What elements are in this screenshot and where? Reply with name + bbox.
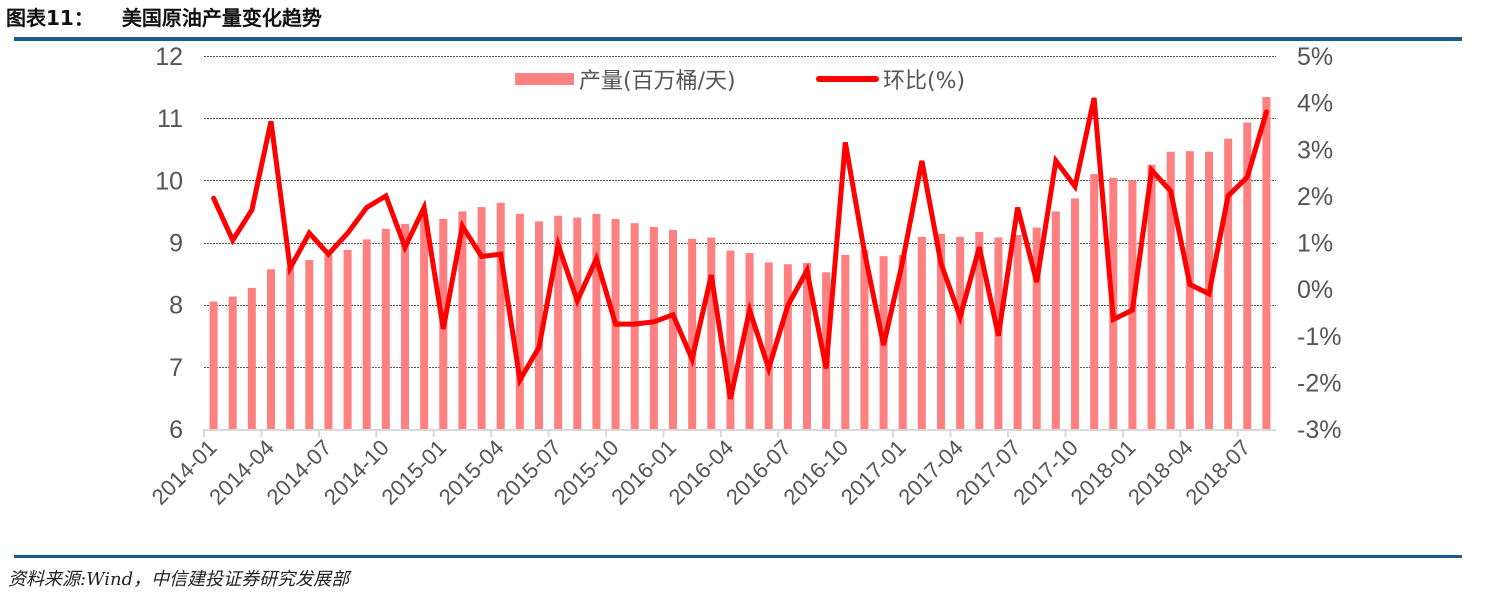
bar-2015-05: [515, 213, 524, 429]
bar-2014-03: [247, 287, 256, 429]
right-tick-label: -2%: [1297, 369, 1341, 397]
bar-2015-08: [573, 217, 582, 429]
bar-2015-09: [592, 213, 601, 429]
bar-2017-08: [1032, 227, 1041, 429]
bar-2016-10: [841, 254, 850, 429]
right-tick-label: 3%: [1297, 136, 1333, 164]
bar-2017-03: [937, 233, 945, 429]
legend-bar-label: 产量(百万桶/天): [579, 69, 736, 94]
left-tick-label: 7: [169, 354, 183, 382]
bar-2018-03: [1166, 151, 1175, 429]
right-tick-label: 4%: [1297, 90, 1333, 118]
bar-2018-08: [1262, 97, 1271, 429]
left-tick-label: 8: [169, 292, 183, 320]
legend: 产量(百万桶/天) 环比(%): [515, 69, 965, 94]
left-tick-label: 9: [169, 230, 183, 258]
bar-2017-10: [1071, 198, 1079, 429]
bar-2014-12: [420, 214, 429, 429]
bar-2018-07: [1243, 122, 1252, 429]
bar-2014-07: [324, 254, 333, 429]
right-tick-label: 1%: [1297, 230, 1333, 258]
bar-2017-07: [1013, 235, 1022, 429]
bar-2014-08: [343, 249, 352, 429]
bar-2014-04: [267, 269, 275, 429]
right-y-axis: 5% 4% 3% 2% 1% 0% -1% -2% -3%: [1297, 43, 1341, 444]
bar-2016-01: [669, 230, 677, 429]
bar-2014-10: [381, 228, 390, 429]
right-tick-label: -3%: [1297, 416, 1341, 444]
bar-2018-02: [1147, 164, 1156, 429]
bar-2016-08: [803, 263, 811, 429]
bar-2018-06: [1224, 138, 1233, 429]
bar-2018-04: [1185, 151, 1194, 430]
left-tick-label: 10: [155, 167, 183, 195]
bar-2015-07: [554, 215, 563, 429]
left-tick-label: 6: [169, 416, 183, 444]
top-divider: [14, 37, 1462, 41]
legend-line-label: 环比(%): [883, 69, 965, 94]
bar-2017-05: [975, 231, 984, 429]
bar-2014-01: [209, 301, 218, 429]
figure-title-text: 美国原油产量变化趋势: [121, 6, 322, 30]
bar-2016-05: [745, 253, 754, 429]
bar-2015-03: [477, 207, 486, 429]
bar-2017-04: [956, 236, 965, 429]
bar-2015-06: [535, 221, 543, 429]
figure-number: 图表11：: [6, 6, 94, 30]
bar-2014-09: [362, 239, 371, 429]
legend-bar-swatch: [515, 73, 574, 85]
left-tick-label: 12: [155, 43, 183, 71]
x-axis: 2014-012014-042014-072014-102015-012015-…: [147, 429, 1276, 510]
right-tick-label: 2%: [1297, 183, 1333, 211]
bar-2016-03: [707, 237, 716, 429]
source-note: 资料来源:Wind，中信建投证券研究发展部: [8, 569, 350, 590]
bar-2017-01: [898, 254, 907, 429]
bar-2016-02: [688, 238, 697, 429]
x-tick-label: 2018-07: [1180, 435, 1255, 510]
bar-2014-06: [305, 259, 314, 429]
bar-2016-06: [764, 262, 773, 429]
left-y-axis: 12 11 10 9 8 7 6: [155, 43, 183, 444]
bar-2015-12: [649, 226, 658, 429]
bar-2016-07: [783, 264, 792, 429]
production-bars: [209, 97, 1271, 430]
mom-change-line: [211, 97, 1269, 400]
bar-2017-11: [1090, 174, 1099, 429]
figure-title: 图表11： 美国原油产量变化趋势: [6, 2, 322, 32]
bar-2014-11: [401, 223, 409, 429]
bar-2015-02: [458, 211, 467, 429]
bar-2017-02: [917, 236, 926, 429]
bar-2016-11: [860, 249, 869, 429]
bar-2014-02: [228, 296, 237, 429]
bottom-divider: [14, 555, 1462, 558]
bar-2015-04: [496, 202, 505, 429]
right-tick-label: 5%: [1297, 43, 1333, 71]
bar-2016-04: [726, 250, 735, 429]
right-tick-label: 0%: [1297, 276, 1333, 304]
bar-2017-09: [1051, 211, 1060, 429]
bar-2014-05: [286, 267, 295, 429]
right-tick-label: -1%: [1297, 323, 1341, 351]
left-tick-label: 11: [157, 105, 183, 133]
